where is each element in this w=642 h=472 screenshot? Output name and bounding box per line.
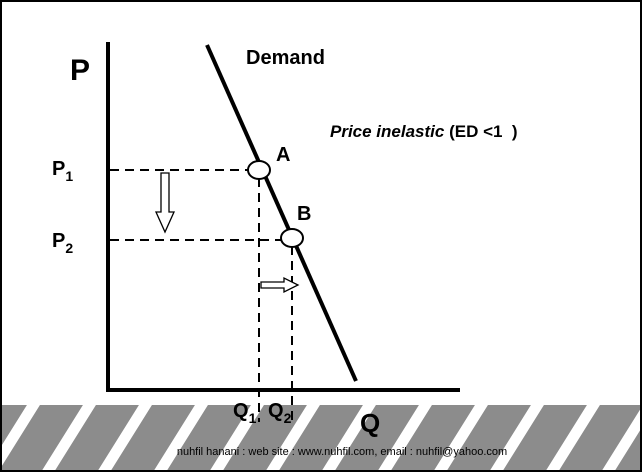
quantity-sub: 2	[284, 410, 292, 426]
demand-curve	[205, 44, 358, 382]
quantity-label: Q2	[268, 400, 292, 426]
x-axis-label: Q	[360, 408, 380, 438]
striped-band	[2, 405, 640, 470]
quantity-base: Q	[268, 400, 284, 422]
curve-label: Demand	[246, 47, 325, 69]
point-label: B	[297, 203, 311, 225]
point-b	[280, 228, 304, 248]
price-base: P	[52, 158, 65, 180]
price-label: P2	[52, 230, 73, 256]
quantity-base: Q	[233, 400, 249, 422]
price-sub: 2	[65, 240, 73, 256]
guides	[110, 169, 293, 422]
price-sub: 1	[65, 168, 73, 184]
quantity-sub: 1	[249, 410, 257, 426]
down-arrow	[154, 172, 176, 234]
footer: nuhfil hanani : web site : www.nuhfil.co…	[177, 446, 507, 458]
quantity-label: Q1	[233, 400, 257, 426]
annotation: Price inelastic (ED <1 )	[330, 122, 518, 141]
point-a	[247, 160, 271, 180]
point-label: A	[276, 144, 290, 166]
price-base: P	[52, 230, 65, 252]
right-arrow	[260, 276, 300, 294]
price-label: P1	[52, 158, 73, 184]
annotation-condition: (ED <1 )	[449, 122, 518, 141]
annotation-text: Price inelastic	[330, 122, 445, 141]
y-axis-label: P	[70, 54, 90, 87]
